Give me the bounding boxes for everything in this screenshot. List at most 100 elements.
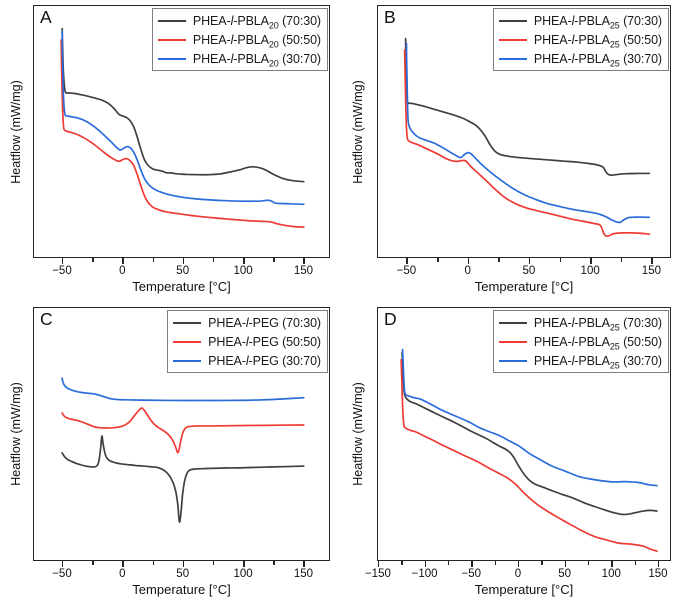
x-tick-major: [182, 258, 185, 264]
legend-item: PHEA-l-PBLA25 (70:30): [498, 313, 662, 332]
legend-item: PHEA-l-PEG (70:30): [173, 313, 321, 332]
x-tick-label: −50: [461, 568, 482, 580]
curve-phea-l-pbla25-50-50-: [400, 358, 658, 553]
x-tick-label: 0: [514, 568, 522, 580]
legend-line-swatch: [157, 19, 186, 22]
panel-letter: A: [40, 7, 52, 27]
x-tick-major: [243, 258, 245, 264]
curves-svg: [60, 27, 305, 228]
legend-label: PHEA-l-PEG (30:70): [208, 353, 321, 368]
legend-line-swatch: [173, 359, 202, 362]
curve-phea-l-pbla25-30-70-: [401, 348, 658, 487]
legend-line-swatch: [173, 340, 202, 343]
x-tick-minor: [212, 258, 215, 262]
legend-item: PHEA-l-PBLA25 (50:50): [498, 30, 662, 49]
x-tick-minor: [559, 258, 562, 262]
y-axis-title: Heatflow (mW/mg): [9, 382, 23, 486]
curve-phea-l-pbla20-50-50-: [60, 39, 305, 228]
curve-phea-l-pbla25-50-50-: [403, 49, 651, 238]
panel-letter: D: [384, 309, 397, 329]
x-tick-major: [122, 258, 124, 264]
x-tick-minor: [498, 258, 500, 262]
x-tick-major: [182, 561, 185, 567]
x-tick-minor: [541, 561, 543, 565]
x-tick-label: −50: [52, 265, 72, 277]
legend-label: PHEA-l-PBLA20 (50:50): [192, 32, 321, 49]
panel-B: Heatflow (mW/mg) B PHEA-l-PBLA25 (70:30)…: [342, 0, 684, 300]
legend: PHEA-l-PBLA20 (70:30) PHEA-l-PBLA20 (50:5…: [151, 8, 328, 71]
y-axis-title: Heatflow (mW/mg): [9, 79, 23, 184]
x-tick-major: [424, 561, 427, 567]
x-tick-major: [243, 561, 245, 567]
legend-line-swatch: [498, 19, 527, 22]
legend-line-swatch: [157, 57, 186, 60]
x-tick-minor: [620, 258, 623, 262]
x-tick-label: −100: [411, 568, 438, 580]
x-tick-minor: [447, 561, 450, 565]
curves-svg: [61, 377, 305, 523]
x-tick-minor: [273, 561, 275, 565]
x-tick-label: 150: [293, 568, 314, 580]
legend-label: PHEA-l-PEG (50:50): [208, 334, 321, 349]
x-tick-minor: [92, 561, 94, 565]
x-tick-label: 100: [601, 568, 621, 580]
curve-phea-l-pbla20-30-70-: [61, 30, 305, 206]
panel-D: Heatflow (mW/mg) D PHEA-l-PBLA25 (70:30)…: [342, 300, 684, 601]
x-tick-major: [528, 258, 531, 264]
x-tick-minor: [401, 561, 403, 565]
x-tick-label: 50: [522, 265, 536, 277]
x-tick-label: 100: [233, 265, 253, 277]
legend-label: PHEA-l-PBLA25 (30:70): [533, 51, 662, 68]
x-tick-minor: [437, 258, 439, 262]
x-tick-major: [122, 561, 124, 567]
x-tick-label: −50: [52, 568, 72, 580]
panel-A: Heatflow (mW/mg) A PHEA-l-PBLA20 (70:30)…: [0, 0, 342, 300]
x-tick-label: −50: [396, 265, 417, 277]
x-tick-label: 50: [176, 265, 190, 277]
x-tick-minor: [273, 258, 275, 262]
x-tick-minor: [212, 561, 215, 565]
curves-svg: [400, 348, 658, 553]
x-axis-title: Temperature [°C]: [132, 279, 231, 294]
legend-item: PHEA-l-PBLA25 (70:30): [498, 11, 662, 30]
legend-line-swatch: [498, 359, 527, 362]
x-tick-label: 100: [580, 265, 600, 277]
x-tick-major: [611, 561, 613, 567]
curve-phea-l-pbla25-70-30-: [404, 37, 651, 177]
x-axis-title: Temperature [°C]: [132, 582, 231, 597]
x-tick-label: 50: [558, 568, 571, 580]
x-tick-major: [303, 561, 305, 567]
x-tick-major: [303, 258, 305, 264]
x-tick-label: 0: [119, 265, 126, 277]
legend-label: PHEA-l-PBLA25 (50:50): [533, 334, 662, 351]
legend-label: PHEA-l-PBLA20 (70:30): [192, 13, 321, 30]
x-tick-minor: [152, 258, 155, 262]
y-axis-title: Heatflow (mW/mg): [351, 382, 365, 486]
x-tick-minor: [152, 561, 155, 565]
curve-phea-l-pbla25-30-70-: [405, 42, 651, 224]
plot-area: D PHEA-l-PBLA25 (70:30) PHEA-l-PBLA25 (50…: [377, 307, 671, 561]
legend-label: PHEA-l-PBLA25 (30:70): [533, 353, 662, 370]
x-tick-label: 0: [464, 265, 471, 277]
x-tick-label: −150: [364, 568, 391, 580]
x-tick-major: [61, 561, 64, 567]
legend-item: PHEA-l-PBLA25 (30:70): [498, 351, 662, 370]
plot-area: A PHEA-l-PBLA20 (70:30) PHEA-l-PBLA20 (50…: [33, 5, 330, 258]
curve-phea-l-pbla25-70-30-: [401, 351, 658, 516]
x-tick-minor: [494, 561, 497, 565]
legend-line-swatch: [498, 340, 527, 343]
legend: PHEA-l-PEG (70:30) PHEA-l-PEG (50:50) PHEA…: [167, 310, 328, 373]
x-tick-major: [651, 258, 653, 264]
x-tick-label: 150: [641, 265, 661, 277]
panel-letter: B: [384, 7, 396, 27]
legend-line-swatch: [498, 38, 527, 41]
legend-item: PHEA-l-PBLA20 (30:70): [157, 49, 321, 68]
x-tick-major: [61, 258, 64, 264]
legend-line-swatch: [157, 38, 186, 41]
panel-letter: C: [40, 309, 53, 329]
x-tick-label: 50: [176, 568, 190, 580]
x-tick-major: [377, 561, 380, 567]
legend-line-swatch: [498, 321, 527, 324]
x-tick-minor: [92, 258, 94, 262]
